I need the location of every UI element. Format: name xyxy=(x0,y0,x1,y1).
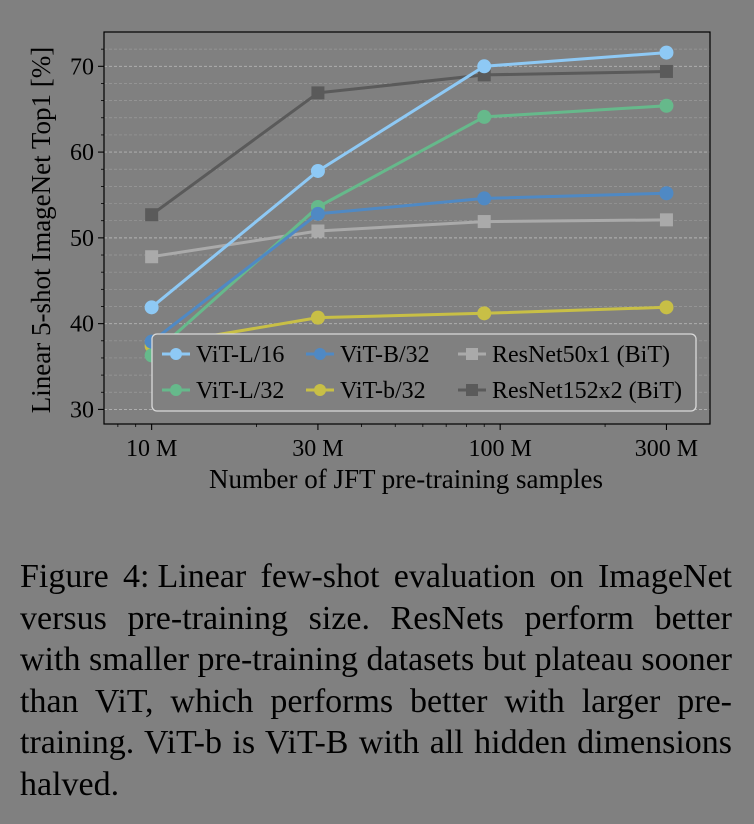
data-point xyxy=(477,59,492,74)
series-line xyxy=(150,191,667,343)
x-axis: 10 M 30 M 100 M 300 M xyxy=(117,424,698,462)
y-tick-label: 50 xyxy=(70,226,94,252)
data-point xyxy=(477,109,492,124)
legend-marker xyxy=(170,384,182,396)
legend-item: ViT-b/32 xyxy=(306,378,426,404)
series-resnet152x2-bit- xyxy=(145,64,673,222)
series-vit-l-16 xyxy=(144,45,674,315)
y-tick-label: 30 xyxy=(70,397,94,423)
data-point xyxy=(310,310,325,325)
series-vit-b-32 xyxy=(144,186,674,349)
series-line xyxy=(151,218,667,259)
legend: ViT-L/16 ViT-L/32 ViT-B/32 ViT-b/32 ResNet50… xyxy=(151,333,697,412)
series-line xyxy=(150,70,667,216)
data-point xyxy=(659,64,673,78)
legend-label: ResNet50x1 (BiT) xyxy=(492,342,670,368)
legend-marker xyxy=(170,348,182,360)
legend-item: ViT-L/16 xyxy=(162,342,284,368)
x-tick-label: 300 M xyxy=(635,436,698,462)
legend-item: ViT-B/32 xyxy=(306,342,430,368)
legend-marker xyxy=(314,348,326,360)
data-point xyxy=(659,98,674,113)
data-point xyxy=(477,215,491,229)
figure-caption: Figure 4: Linear few-shot evaluation on I… xyxy=(20,556,732,805)
y-axis-label: Linear 5-shot ImageNet Top1 [%] xyxy=(26,47,56,414)
y-tick-label: 60 xyxy=(70,140,94,166)
x-axis-label: Number of JFT pre-training samples xyxy=(209,464,603,494)
legend-item: ResNet50x1 (BiT) xyxy=(458,342,670,368)
legend-marker xyxy=(466,384,478,396)
data-point xyxy=(659,213,673,227)
data-point xyxy=(659,45,674,60)
legend-marker xyxy=(314,384,326,396)
legend-box xyxy=(151,333,697,412)
caption-text: Linear few-shot evaluation on ImageNet v… xyxy=(20,558,733,803)
data-point xyxy=(659,300,674,315)
legend-label: ResNet152x2 (BiT) xyxy=(492,378,682,404)
data-point xyxy=(659,186,674,201)
x-tick-label: 30 M xyxy=(292,436,343,462)
data-point xyxy=(145,208,159,222)
legend-label: ViT-b/32 xyxy=(340,378,426,404)
caption-label: Figure 4: xyxy=(20,558,150,595)
legend-marker xyxy=(466,348,478,360)
data-point xyxy=(477,306,492,321)
series-line xyxy=(150,51,667,309)
legend-item: ResNet152x2 (BiT) xyxy=(458,378,682,404)
data-point xyxy=(311,86,325,100)
y-axis: 30 40 50 60 70 xyxy=(70,48,104,423)
y-tick-label: 40 xyxy=(70,312,94,338)
series-line xyxy=(150,104,667,357)
x-tick-label: 100 M xyxy=(468,436,531,462)
legend-label: ViT-B/32 xyxy=(340,342,430,368)
data-point xyxy=(477,191,492,206)
series-layer xyxy=(144,45,674,363)
legend-label: ViT-L/16 xyxy=(196,342,284,368)
data-point xyxy=(144,300,159,315)
series-resnet50x1-bit- xyxy=(145,213,673,264)
data-point xyxy=(311,224,325,238)
series-line xyxy=(151,305,667,348)
data-point xyxy=(145,250,159,264)
data-point xyxy=(310,163,325,178)
plot-frame xyxy=(103,31,711,425)
x-tick-label: 10 M xyxy=(126,436,177,462)
y-tick-label: 70 xyxy=(70,54,94,80)
legend-label: ViT-L/32 xyxy=(196,378,284,404)
data-point xyxy=(310,206,325,221)
series-vit-l-32 xyxy=(144,98,674,363)
legend-item: ViT-L/32 xyxy=(162,378,284,404)
